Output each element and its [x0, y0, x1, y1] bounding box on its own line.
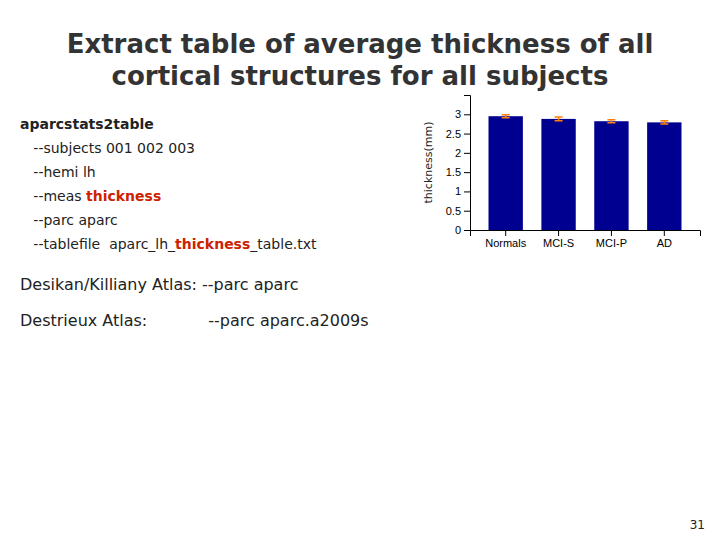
- y-tick: 3: [455, 108, 470, 120]
- y-tick-label: 2: [455, 147, 461, 159]
- annotation: aparcstats2table: [20, 116, 154, 132]
- y-tick: 0.5: [446, 205, 470, 217]
- y-tick-mark: [464, 191, 470, 192]
- y-tick-label: 1: [455, 185, 461, 197]
- error-bar: [607, 120, 615, 123]
- y-tick: 2: [455, 147, 470, 159]
- y-tick: 1: [455, 185, 470, 197]
- x-tick-label: Normals: [485, 237, 526, 249]
- annotation: Destrieux Atlas:: [20, 311, 147, 330]
- error-bar: [502, 115, 510, 118]
- y-tick-label: 3: [455, 108, 461, 120]
- title: Extract table of average thickness of al…: [67, 29, 654, 59]
- y-tick-mark: [464, 114, 470, 115]
- x-tick-label: MCI-P: [596, 237, 627, 249]
- annotation: --parc aparc.a2009s: [147, 311, 368, 330]
- annotation: _table.txt: [249, 236, 317, 252]
- annotation: --meas: [20, 188, 86, 204]
- bar: [647, 122, 681, 230]
- y-axis-line: [464, 96, 471, 231]
- x-tick-mark: [664, 230, 665, 236]
- bar: [541, 119, 575, 230]
- y-tick-label: 2.5: [446, 128, 461, 140]
- y-tick-label: 1.5: [446, 166, 461, 178]
- x-tick: MCI-S: [543, 230, 574, 249]
- bar: [594, 121, 628, 230]
- y-tick-mark: [464, 153, 470, 154]
- x-tick-mark: [558, 230, 559, 236]
- y-tick-mark: [464, 172, 470, 173]
- annotation: thickness: [86, 188, 161, 204]
- x-tick: MCI-P: [596, 230, 627, 249]
- subtitle: cortical structures for all subjects: [112, 61, 609, 91]
- y-tick-mark: [464, 134, 470, 135]
- annotation: --tablefile aparc_lh_: [20, 236, 176, 252]
- annotation: --subjects 001 002 003: [20, 140, 195, 156]
- y-tick: 2.5: [446, 128, 470, 140]
- x-tick-mark: [505, 230, 506, 236]
- bar: [489, 116, 523, 230]
- y-axis-label: thickness(mm): [422, 122, 435, 204]
- annotation: --parc aparc: [20, 212, 118, 228]
- annotation: --hemi lh: [20, 164, 96, 180]
- y-tick-label: 0: [455, 224, 461, 236]
- y-axis: 0 0.5 1 1.5 2 2.5 3: [446, 96, 471, 237]
- x-tick-label: MCI-S: [543, 237, 574, 249]
- y-tick: 0: [455, 224, 470, 236]
- annotation: --parc aparc: [197, 275, 299, 294]
- y-tick-mark: [464, 211, 470, 212]
- error-bar: [660, 121, 668, 124]
- x-axis-line: [471, 231, 701, 237]
- x-tick-mark: [611, 230, 612, 236]
- error-bar: [555, 117, 563, 121]
- y-tick-label: 0.5: [446, 205, 461, 217]
- x-tick: Normals: [485, 230, 526, 249]
- bar-chart: Normals MCI-S MCI-P AD 0 0.5 1 1.5 2 2.5 3 thicknes…: [422, 96, 701, 249]
- y-tick-mark: [464, 230, 470, 231]
- y-tick: 1.5: [446, 166, 470, 178]
- plot-area: [489, 115, 682, 230]
- annotation: 31: [690, 518, 705, 532]
- annotation: Desikan/Killiany Atlas:: [20, 275, 197, 294]
- x-axis: Normals MCI-S MCI-P AD: [471, 230, 701, 249]
- annotation: thickness: [175, 236, 250, 252]
- x-tick: AD: [657, 230, 672, 249]
- x-tick-label: AD: [657, 237, 672, 249]
- slide: Extract table of average thickness of al…: [0, 0, 720, 540]
